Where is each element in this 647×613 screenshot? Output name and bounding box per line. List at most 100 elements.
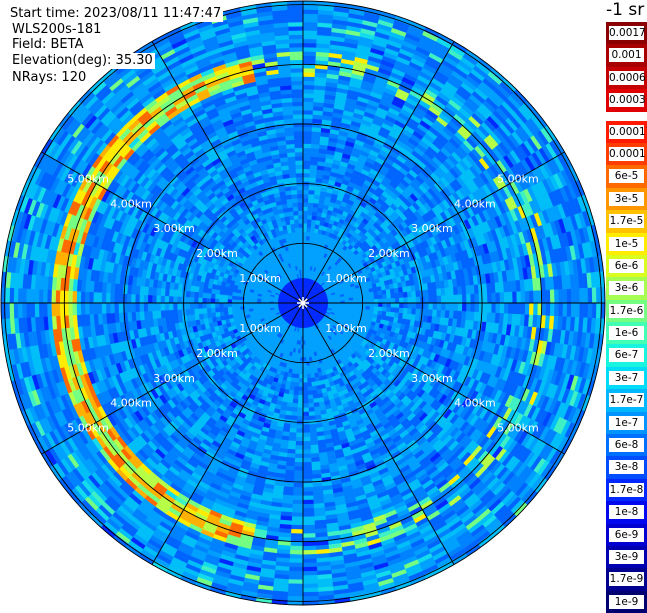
backscatter-cell	[432, 289, 437, 296]
backscatter-cell	[293, 500, 304, 504]
backscatter-cell	[288, 584, 303, 589]
backscatter-cell	[303, 173, 310, 177]
backscatter-cell	[303, 496, 313, 500]
backscatter-cell	[310, 173, 317, 178]
backscatter-cell	[596, 287, 601, 303]
backscatter-cell	[466, 312, 471, 321]
backscatter-cell	[292, 512, 303, 517]
backscatter-cell	[395, 303, 399, 308]
backscatter-cell	[303, 207, 308, 211]
backscatter-cell	[571, 303, 576, 317]
backscatter-cell	[533, 291, 538, 303]
backscatter-cell	[303, 81, 315, 86]
backscatter-cell	[357, 297, 361, 300]
backscatter-cell	[303, 571, 317, 576]
backscatter-cell	[358, 300, 362, 303]
backscatter-cell	[293, 483, 303, 488]
backscatter-cell	[303, 211, 308, 215]
backscatter-cell	[311, 373, 315, 378]
backscatter-cell	[466, 303, 470, 312]
backscatter-cell	[295, 445, 303, 449]
backscatter-cell	[554, 303, 559, 316]
backscatter-cell	[479, 294, 484, 303]
backscatter-cell	[492, 303, 496, 313]
backscatter-cell	[312, 136, 321, 141]
backscatter-cell	[588, 303, 593, 318]
backscatter-cell	[303, 450, 311, 454]
backscatter-cell	[288, 580, 303, 585]
backscatter-cell	[303, 156, 311, 160]
backscatter-cell	[466, 286, 471, 295]
backscatter-cell	[504, 292, 508, 303]
backscatter-cell	[286, 466, 295, 471]
backscatter-cell	[289, 563, 303, 568]
backscatter-cell	[386, 294, 391, 299]
backscatter-cell	[303, 445, 311, 449]
backscatter-cell	[387, 303, 391, 308]
backscatter-cell	[307, 215, 312, 220]
backscatter-cell	[378, 295, 383, 299]
backscatter-cell	[288, 592, 303, 597]
backscatter-cell	[303, 567, 317, 572]
backscatter-cell	[303, 588, 318, 593]
backscatter-cell	[287, 449, 295, 454]
backscatter-cell	[303, 169, 310, 173]
backscatter-cell	[303, 554, 316, 559]
backscatter-cell	[429, 296, 433, 303]
backscatter-cell	[289, 428, 296, 433]
backscatter-cell	[394, 313, 399, 319]
backscatter-cell	[295, 458, 303, 462]
backscatter-cell	[289, 575, 304, 580]
backscatter-cell	[303, 433, 310, 437]
backscatter-cell	[295, 374, 299, 379]
backscatter-cell	[303, 30, 317, 35]
backscatter-cell	[425, 303, 429, 310]
backscatter-cell	[303, 35, 317, 40]
backscatter-cell	[303, 391, 308, 395]
backscatter-cell	[303, 139, 312, 143]
backscatter-cell	[291, 412, 297, 417]
backscatter-cell	[292, 407, 298, 412]
backscatter-cell	[450, 295, 454, 303]
backscatter-cell	[303, 215, 308, 219]
backscatter-cell	[445, 288, 450, 296]
backscatter-cell	[290, 382, 295, 387]
backscatter-cell	[295, 454, 303, 458]
backscatter-cell	[291, 416, 297, 421]
backscatter-cell	[554, 290, 559, 303]
backscatter-cell	[458, 303, 462, 311]
backscatter-cell	[303, 500, 314, 504]
backscatter-cell	[508, 303, 513, 314]
backscatter-cell	[307, 386, 312, 391]
backscatter-cell	[290, 554, 303, 559]
backscatter-cell	[303, 425, 310, 429]
backscatter-cell	[403, 292, 408, 298]
backscatter-cell	[313, 394, 319, 399]
backscatter-cell	[412, 291, 417, 297]
backscatter-cell	[290, 546, 303, 551]
backscatter-cell	[303, 517, 314, 522]
backscatter-cell	[298, 399, 303, 403]
backscatter-cell	[299, 378, 303, 382]
backscatter-cell	[471, 303, 476, 312]
backscatter-cell	[300, 358, 303, 362]
backscatter-cell	[303, 131, 312, 136]
backscatter-cell	[303, 575, 318, 580]
backscatter-cell	[303, 165, 310, 169]
backscatter-cell	[303, 198, 309, 202]
backscatter-cell	[289, 567, 303, 572]
backscatter-cell	[309, 190, 315, 195]
backscatter-cell	[303, 152, 311, 156]
backscatter-cell	[293, 391, 298, 396]
backscatter-cell	[425, 296, 429, 303]
backscatter-cell	[303, 358, 306, 362]
backscatter-cell	[311, 378, 316, 383]
backscatter-cell	[303, 135, 312, 139]
backscatter-cell	[299, 374, 303, 378]
backscatter-cell	[303, 236, 307, 240]
backscatter-cell	[303, 5, 319, 10]
backscatter-cell	[349, 298, 353, 301]
backscatter-cell	[500, 293, 504, 304]
backscatter-cell	[496, 303, 500, 313]
backscatter-cell	[504, 303, 508, 314]
